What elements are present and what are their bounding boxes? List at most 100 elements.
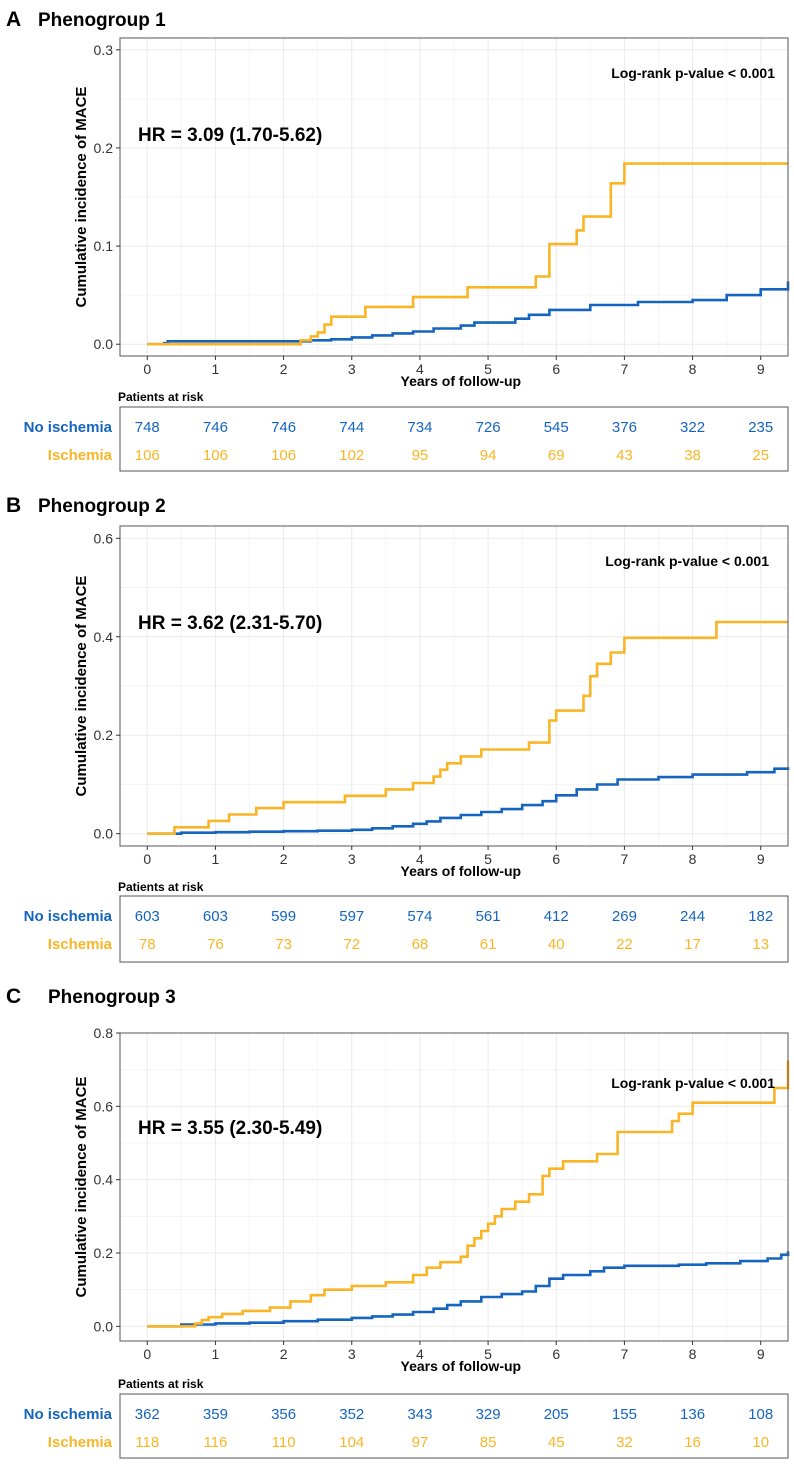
x-tick-label: 6 [552, 361, 560, 377]
risk-count: 16 [684, 1434, 701, 1451]
x-tick-label: 7 [621, 1346, 629, 1362]
x-tick-label: 0 [143, 1346, 151, 1362]
plot-border [119, 1032, 789, 1342]
risk-row-label-ischemia: Ischemia [48, 447, 113, 464]
risk-row-label-no-ischemia: No ischemia [24, 419, 113, 436]
risk-count: 78 [139, 936, 156, 953]
risk-count: 746 [271, 419, 296, 436]
risk-count: 136 [680, 1406, 705, 1423]
ischemia-curve [147, 1060, 790, 1328]
risk-count: 108 [748, 1406, 773, 1423]
y-tick-label: 0.0 [94, 336, 114, 352]
risk-count: 726 [476, 419, 501, 436]
panel-b: B Phenogroup 20.00.20.40.60 1 2 3 4 5 6 7 8 9Years… [6, 494, 790, 963]
no-ischemia-curve [147, 767, 790, 835]
y-tick-label: 0.2 [94, 1245, 114, 1261]
panel-c: C Phenogroup 30.00.20.40.60.80 1 2 3 4 5 6 7 8 9Ye… [6, 985, 790, 1459]
x-tick-label: 5 [484, 851, 492, 867]
plot-border [119, 37, 789, 357]
x-tick-label: 7 [621, 851, 629, 867]
risk-count: 106 [135, 447, 160, 464]
x-tick-label: 9 [757, 1346, 765, 1362]
risk-count: 748 [135, 419, 160, 436]
y-tick-label: 0.2 [94, 140, 114, 156]
x-tick-label: 2 [280, 1346, 288, 1362]
y-axis-title: Cumulative incidence of MACE [73, 1077, 90, 1298]
x-axis-title: Years of follow-up [401, 1358, 522, 1374]
risk-count: 95 [412, 447, 429, 464]
risk-count: 603 [135, 908, 160, 925]
x-tick-label: 5 [484, 361, 492, 377]
logrank-label: Log-rank p-value < 0.001 [611, 65, 775, 81]
y-tick-label: 0.6 [94, 1098, 114, 1114]
risk-count: 744 [339, 419, 364, 436]
x-tick-label: 3 [348, 1346, 356, 1362]
risk-count: 76 [207, 936, 224, 953]
risk-count: 104 [339, 1434, 364, 1451]
risk-table-title: Patients at risk [118, 880, 204, 894]
risk-count: 43 [616, 447, 633, 464]
risk-count: 106 [271, 447, 296, 464]
x-tick-label: 4 [416, 1346, 424, 1362]
x-tick-label: 0 [143, 361, 151, 377]
x-axis-title: Years of follow-up [401, 373, 522, 389]
risk-table-box [119, 1393, 789, 1459]
x-axis-title: Years of follow-up [401, 863, 522, 879]
x-tick-label: 1 [212, 361, 220, 377]
y-tick-label: 0.8 [94, 1025, 114, 1041]
risk-count: 22 [616, 936, 633, 953]
hazard-ratio-label: HR = 3.09 (1.70-5.62) [138, 125, 322, 146]
risk-table-title: Patients at risk [118, 390, 204, 404]
risk-count: 40 [548, 936, 565, 953]
panel-title: Phenogroup 1 [38, 10, 166, 31]
risk-count: 269 [612, 908, 637, 925]
risk-count: 38 [684, 447, 701, 464]
x-tick-label: 9 [757, 851, 765, 867]
risk-count: 116 [203, 1434, 227, 1451]
risk-count: 599 [271, 908, 296, 925]
plot-border [119, 525, 789, 847]
y-tick-label: 0.6 [94, 530, 114, 546]
risk-count: 362 [135, 1406, 160, 1423]
risk-count: 322 [680, 419, 705, 436]
risk-count: 25 [752, 447, 769, 464]
y-axis-title: Cumulative incidence of MACE [73, 87, 90, 308]
risk-count: 72 [343, 936, 360, 953]
x-tick-label: 2 [280, 361, 288, 377]
risk-count: 94 [480, 447, 497, 464]
risk-count: 61 [480, 936, 497, 953]
risk-count: 412 [544, 908, 569, 925]
x-tick-label: 8 [689, 1346, 697, 1362]
x-tick-label: 1 [212, 1346, 220, 1362]
risk-count: 597 [339, 908, 364, 925]
x-tick-label: 6 [552, 851, 560, 867]
risk-count: 155 [612, 1406, 637, 1423]
risk-count: 356 [271, 1406, 296, 1423]
x-tick-label: 3 [348, 851, 356, 867]
x-tick-label: 4 [416, 361, 424, 377]
x-tick-label: 7 [621, 361, 629, 377]
risk-row-label-ischemia: Ischemia [48, 936, 113, 953]
y-tick-label: 0.0 [94, 1318, 114, 1334]
x-tick-label: 4 [416, 851, 424, 867]
risk-count: 68 [412, 936, 429, 953]
risk-count: 110 [272, 1434, 296, 1451]
risk-count: 244 [680, 908, 705, 925]
risk-row-label-ischemia: Ischemia [48, 1434, 113, 1451]
risk-table-box [119, 895, 789, 963]
hazard-ratio-label: HR = 3.62 (2.31-5.70) [138, 613, 322, 634]
risk-count: 17 [684, 936, 701, 953]
risk-row-label-no-ischemia: No ischemia [24, 908, 113, 925]
logrank-label: Log-rank p-value < 0.001 [605, 553, 769, 569]
risk-count: 603 [203, 908, 228, 925]
risk-count: 746 [203, 419, 228, 436]
risk-count: 574 [407, 908, 432, 925]
risk-row-label-no-ischemia: No ischemia [24, 1406, 113, 1423]
hazard-ratio-label: HR = 3.55 (2.30-5.49) [138, 1118, 322, 1139]
risk-count: 545 [544, 419, 569, 436]
risk-count: 97 [412, 1434, 429, 1451]
x-tick-label: 8 [689, 361, 697, 377]
x-tick-label: 6 [552, 1346, 560, 1362]
x-tick-label: 3 [348, 361, 356, 377]
risk-count: 205 [544, 1406, 569, 1423]
